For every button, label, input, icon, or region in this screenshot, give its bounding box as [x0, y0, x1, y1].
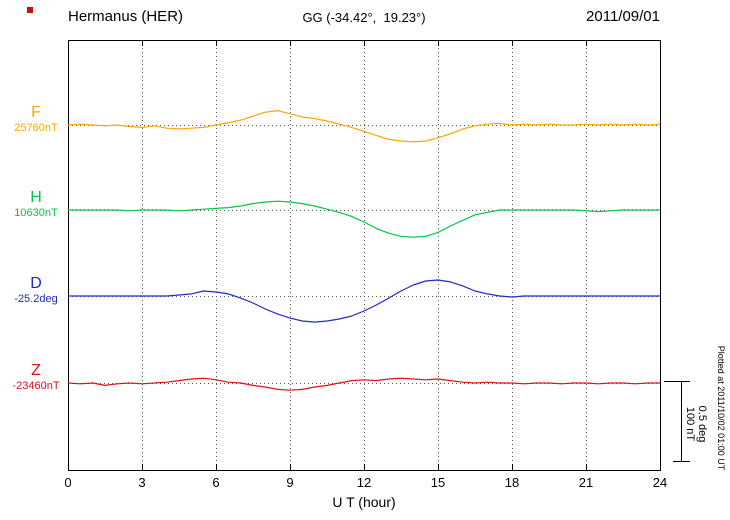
- x-tick-label: 21: [578, 475, 594, 490]
- x-tick-label: 9: [286, 475, 294, 490]
- trace-D: [68, 279, 660, 323]
- red-marker-icon: [27, 7, 33, 13]
- trace-baseline-value: -23460nT: [12, 379, 60, 392]
- x-tick-label: 24: [652, 475, 668, 490]
- trace-label-F: F 25760nT: [3, 104, 69, 134]
- x-tick-label: 0: [64, 475, 72, 490]
- x-tick-label: 15: [430, 475, 446, 490]
- trace-label-H: H 10630nT: [3, 189, 69, 219]
- x-tick-label: 3: [138, 475, 146, 490]
- trace-label-D: D -25.2deg: [3, 275, 69, 305]
- station-title: Hermanus (HER): [68, 8, 184, 25]
- trace-label-Z: Z -23460nT: [3, 362, 69, 392]
- trace-letter: Z: [31, 362, 41, 379]
- trace-baseline-value: -25.2deg: [14, 292, 58, 305]
- scale-bar-deg-label: 0.5 deg: [696, 405, 708, 443]
- x-axis-title: U T (hour): [332, 494, 396, 510]
- trace-baseline-value: 10630nT: [14, 206, 58, 219]
- trace-letter: H: [30, 189, 42, 206]
- plot-date: 2011/09/01: [586, 8, 660, 25]
- x-tick-label: 6: [212, 475, 220, 490]
- trace-Z: [67, 377, 660, 391]
- scale-bar-nt-label: 100 nT: [684, 406, 696, 442]
- plotted-at-note: Plotted at 2011/10/02 01:00 UT: [716, 345, 726, 471]
- trace-letter: D: [30, 275, 42, 292]
- trace-baseline-value: 25760nT: [14, 121, 58, 134]
- trace-H: [68, 200, 660, 238]
- x-tick-label: 18: [504, 475, 520, 490]
- trace-letter: F: [31, 104, 41, 121]
- trace-F: [67, 109, 661, 143]
- geographic-coordinates: GG (-34.42°, 19.23°): [302, 10, 426, 25]
- x-tick-label: 12: [356, 475, 372, 490]
